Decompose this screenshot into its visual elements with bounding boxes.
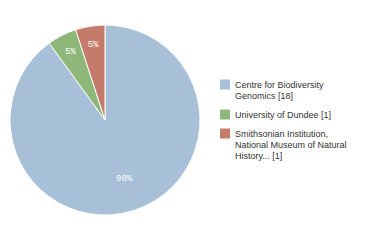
legend: Centre for BiodiversityGenomics [18] Univ… <box>220 80 347 162</box>
pie-slice <box>76 25 105 120</box>
legend-label: University of Dundee [1] <box>235 110 331 120</box>
data-label: 5% <box>88 40 99 50</box>
legend-swatch <box>220 110 230 120</box>
chart: 90% 5% 5% Centre for BiodiversityGenomics [… <box>0 0 380 240</box>
legend-label: Smithsonian Institution,National Museum … <box>235 129 347 161</box>
legend-label: Centre for BiodiversityGenomics [18] <box>235 80 324 101</box>
legend-swatch <box>220 80 230 90</box>
data-label: 5% <box>65 47 76 57</box>
data-label: 90% <box>116 174 133 184</box>
pie-slice <box>10 25 200 215</box>
data-labels: 90% 5% 5% <box>65 40 133 184</box>
legend-item: Smithsonian Institution,National Museum … <box>220 129 347 162</box>
legend-item: University of Dundee [1] <box>220 110 331 121</box>
legend-swatch <box>220 129 230 139</box>
legend-item: Centre for BiodiversityGenomics [18] <box>220 80 324 102</box>
pie <box>10 25 200 215</box>
